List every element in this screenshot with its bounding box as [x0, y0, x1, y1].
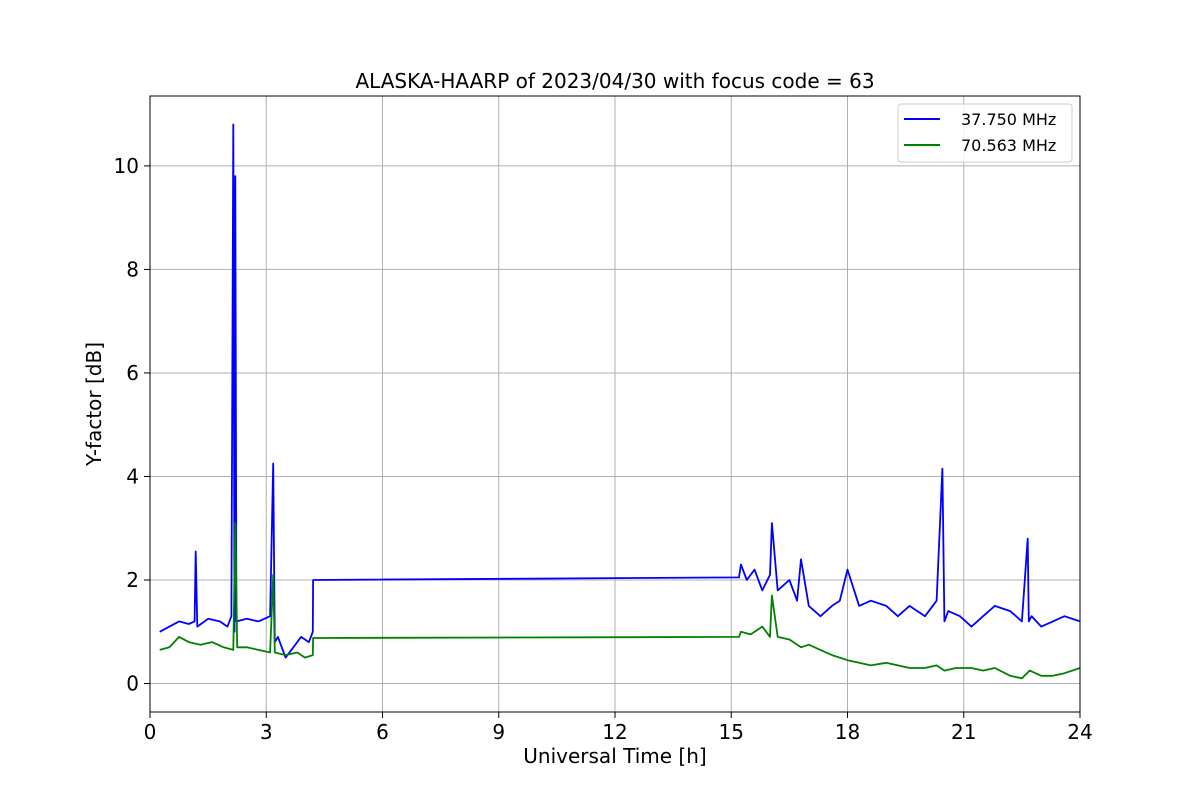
x-tick-label: 15: [719, 720, 744, 744]
x-tick-label: 21: [951, 720, 976, 744]
legend-box: [897, 103, 1073, 163]
legend-label-series-2: 70.563 MHz: [961, 136, 1056, 155]
y-tick-label: 8: [126, 257, 139, 281]
legend: 37.750 MHz 70.563 MHz: [897, 103, 1073, 163]
y-tick-label: 0: [126, 672, 139, 696]
y-axis-ticks: 0 2 4 6 8 10: [114, 154, 150, 696]
series-lines: [159, 123, 1081, 680]
legend-label-series-1: 37.750 MHz: [961, 110, 1056, 129]
x-tick-label: 3: [260, 720, 273, 744]
y-tick-label: 2: [126, 568, 139, 592]
y-tick-label: 10: [114, 154, 139, 178]
chart-title: ALASKA-HAARP of 2023/04/30 with focus co…: [355, 69, 874, 93]
x-tick-label: 24: [1067, 720, 1092, 744]
y-tick-label: 6: [126, 361, 139, 385]
series-line-2: [159, 522, 1081, 680]
x-tick-label: 0: [144, 720, 157, 744]
x-axis-ticks: 0 3 6 9 12 15 18 21 24: [144, 712, 1093, 744]
y-tick-label: 4: [126, 464, 139, 488]
x-axis-label: Universal Time [h]: [523, 744, 706, 768]
series-line-1: [159, 123, 1081, 659]
y-axis-label: Y-factor [dB]: [82, 342, 106, 467]
x-tick-label: 6: [376, 720, 389, 744]
x-tick-label: 18: [835, 720, 860, 744]
x-tick-label: 9: [492, 720, 505, 744]
x-tick-label: 12: [602, 720, 627, 744]
